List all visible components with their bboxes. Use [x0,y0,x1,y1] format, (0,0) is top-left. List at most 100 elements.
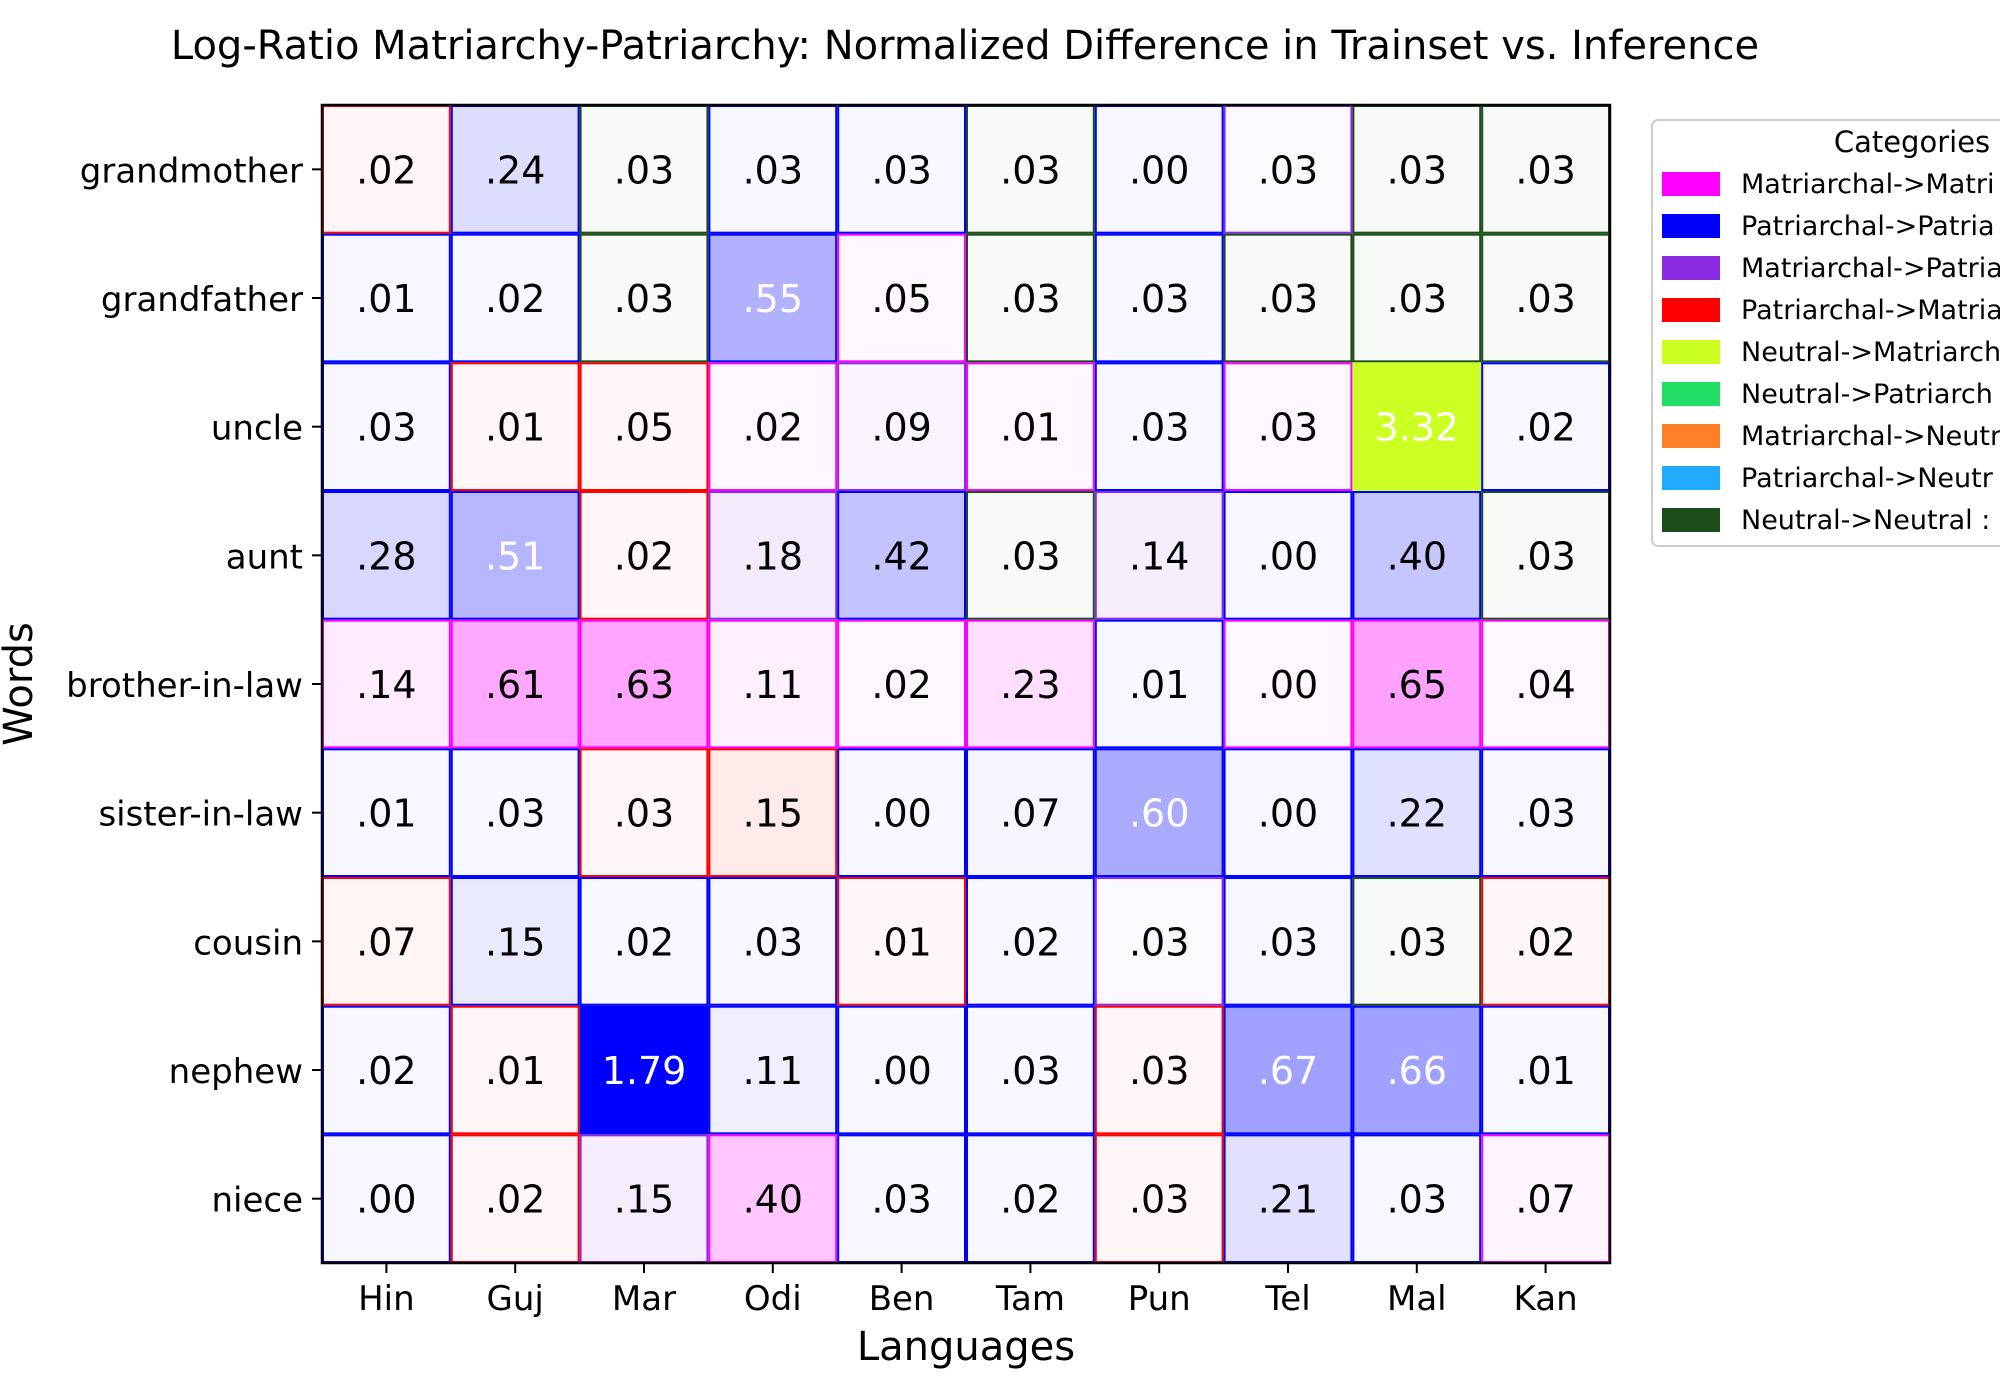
legend-swatch [1662,340,1720,364]
cell-value-label: .55 [743,277,803,321]
heatmap-cell [837,619,967,749]
cell-value-label: .03 [1000,148,1060,192]
cell-value-label: .01 [1000,406,1060,450]
legend-swatch [1662,508,1720,532]
heatmap-cell [579,877,709,1006]
heatmap-cell [1352,491,1482,620]
y-tick-label: grandfather [101,280,303,320]
cell-value-label: .66 [1387,1049,1447,1093]
heatmap-cell [322,619,451,749]
heatmap-cell [966,491,1095,620]
cell-value-label: .03 [871,148,931,192]
y-tick-label: sister-in-law [98,795,303,835]
heatmap-cell [450,491,580,620]
cell-value-label: .03 [743,148,803,192]
heatmap-cell [450,1134,580,1264]
heatmap-cell [708,1005,838,1135]
cell-value-label: .07 [356,920,416,964]
cell-value-label: .03 [1129,406,1189,450]
legend-entry-label: Neutral->Matriarch [1741,337,2000,368]
cell-value-label: .02 [356,148,416,192]
legend-entry-label: Matriarchal->Neutr [1741,421,2000,452]
heatmap-cell [1481,105,1610,234]
cell-value-label: .03 [1515,792,1575,836]
cell-value-label: .03 [485,792,545,836]
cell-value-label: .03 [1000,277,1060,321]
x-tick-label: Kan [1514,1279,1578,1319]
cell-value-label: .24 [485,148,545,192]
heatmap-cell [837,362,967,492]
y-axis-label: Words [0,622,42,746]
legend-swatch [1662,214,1720,238]
heatmap-cell [708,233,838,363]
heatmap-cell [837,233,967,363]
cell-value-label: .61 [485,663,545,707]
x-tick-label: Guj [487,1279,544,1319]
cell-value-label: .03 [1129,920,1189,964]
cell-value-label: .02 [871,663,931,707]
y-tick-label: uncle [211,409,303,449]
cell-value-label: .01 [356,792,416,836]
cell-value-label: .03 [1387,277,1447,321]
heatmap-cell [1223,619,1353,749]
heatmap-cell [1094,619,1224,749]
cell-value-label: .05 [614,406,674,450]
cell-value-label: .03 [1515,534,1575,578]
legend-swatch [1662,298,1720,322]
heatmap-cell [322,362,451,492]
heatmap-cell [1481,619,1610,749]
cell-value-label: 1.79 [602,1049,687,1093]
cell-value-label: .01 [1515,1049,1575,1093]
cell-value-label: .03 [1000,1049,1060,1093]
heatmap-cell [708,105,838,234]
legend-swatch [1662,466,1720,490]
x-tick-label: Hin [358,1279,415,1319]
cell-value-label: .11 [743,1049,803,1093]
heatmap-cell [966,748,1095,878]
cell-value-label: .00 [1129,148,1189,192]
cell-value-label: .03 [614,792,674,836]
heatmap-cell [322,877,451,1006]
heatmap-cell [450,105,580,234]
heatmap-cell [837,748,967,878]
x-axis: Hin Guj Mar Odi Ben Tam Pun Tel Mal Kan [358,1263,1578,1319]
heatmap-cell [450,1005,580,1135]
heatmap-cell [708,491,838,620]
cell-value-label: .18 [743,534,803,578]
cell-value-label: .40 [743,1178,803,1222]
y-tick-label: aunt [226,537,303,577]
legend-swatch [1662,382,1720,406]
heatmap-cell [450,362,580,492]
cell-value-label: .02 [614,534,674,578]
legend-entry-label: Patriarchal->Neutr [1741,463,1994,494]
cell-value-label: .00 [871,1049,931,1093]
y-tick-label: niece [211,1181,303,1221]
legend-entry-label: Neutral->Patriarch [1741,379,1993,410]
y-tick-label: nephew [169,1052,303,1092]
cell-value-label: .15 [485,920,545,964]
cell-value-label: .01 [485,406,545,450]
heatmap-cell [708,1134,838,1264]
legend-entries: Matriarchal->Matri Patriarchal->Patria Mat… [1662,169,2000,536]
heatmap-cell [450,748,580,878]
cell-value-label: .05 [871,277,931,321]
cell-value-label: .03 [356,406,416,450]
heatmap-cell [837,491,967,620]
cell-value-label: .03 [1258,148,1318,192]
heatmap-cell [450,877,580,1006]
legend-entry-label: Neutral->Neutral : [1741,505,1990,536]
heatmap-cell [322,105,451,234]
cell-value-label: .02 [1000,920,1060,964]
legend-entry-label: Patriarchal->Matria [1741,295,2000,326]
cell-value-label: .03 [1258,406,1318,450]
cell-value-label: .09 [871,406,931,450]
cell-value-label: .11 [743,663,803,707]
heatmap-cell [1223,233,1353,363]
cell-value-label: .03 [1515,277,1575,321]
cell-value-label: .02 [1515,920,1575,964]
heatmap-cell [450,233,580,363]
heatmap-cell [1223,491,1353,620]
cell-value-label: .03 [1258,277,1318,321]
heatmap-cell [1352,1134,1482,1264]
x-tick-label: Ben [869,1279,935,1319]
